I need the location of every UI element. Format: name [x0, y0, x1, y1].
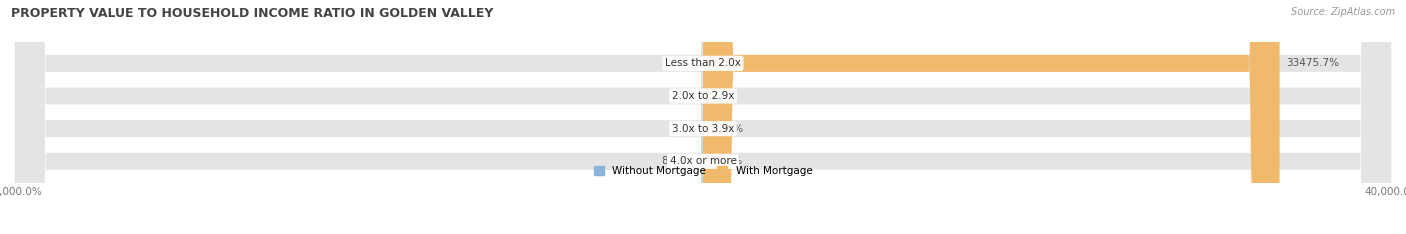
- Legend: Without Mortgage, With Mortgage: Without Mortgage, With Mortgage: [589, 162, 817, 180]
- Text: 0.0%: 0.0%: [669, 58, 696, 68]
- Text: 0.0%: 0.0%: [710, 91, 737, 101]
- FancyBboxPatch shape: [702, 0, 703, 234]
- FancyBboxPatch shape: [15, 0, 1391, 234]
- Text: Less than 2.0x: Less than 2.0x: [665, 58, 741, 68]
- FancyBboxPatch shape: [15, 0, 1391, 234]
- Text: 33475.7%: 33475.7%: [1286, 58, 1340, 68]
- Text: 89.1%: 89.1%: [661, 156, 695, 166]
- FancyBboxPatch shape: [15, 0, 1391, 234]
- Text: 2.0x to 2.9x: 2.0x to 2.9x: [672, 91, 734, 101]
- Text: Source: ZipAtlas.com: Source: ZipAtlas.com: [1291, 7, 1395, 17]
- Text: 7.5%: 7.5%: [669, 91, 696, 101]
- Text: 29.4%: 29.4%: [710, 124, 744, 134]
- Text: 11.5%: 11.5%: [710, 156, 744, 166]
- FancyBboxPatch shape: [703, 0, 1279, 234]
- FancyBboxPatch shape: [15, 0, 1391, 234]
- Text: PROPERTY VALUE TO HOUSEHOLD INCOME RATIO IN GOLDEN VALLEY: PROPERTY VALUE TO HOUSEHOLD INCOME RATIO…: [11, 7, 494, 20]
- Text: 4.0x or more: 4.0x or more: [669, 156, 737, 166]
- Text: 3.4%: 3.4%: [669, 124, 696, 134]
- Text: 3.0x to 3.9x: 3.0x to 3.9x: [672, 124, 734, 134]
